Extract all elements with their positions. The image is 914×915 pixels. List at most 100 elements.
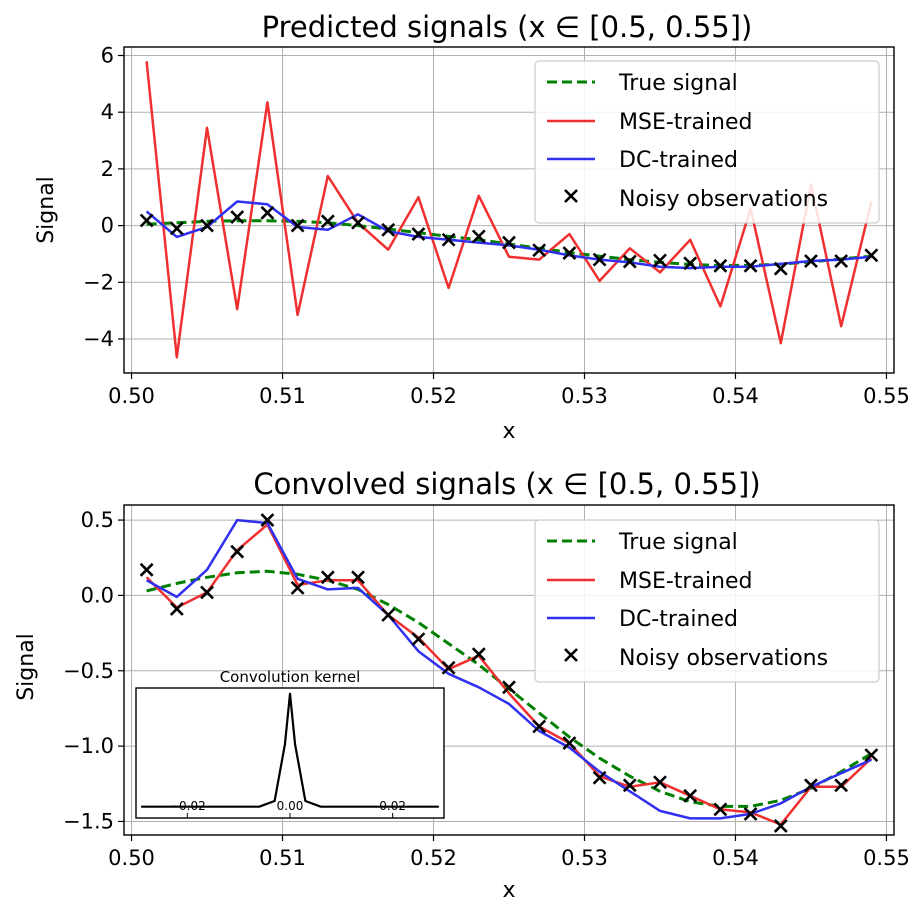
x-tick-label: 0.54 — [712, 384, 759, 408]
x-tick-label: 0.52 — [410, 846, 457, 870]
x-tick-label: 0.51 — [259, 384, 306, 408]
inset-x-tick-label: −0.02 — [169, 799, 206, 813]
noisy-observations-point — [562, 246, 577, 261]
y-axis-label: Signal — [14, 633, 39, 701]
noisy-observations-point — [713, 258, 728, 273]
convolved-signals-panel: Convolved signals (x ∈ [0.5, 0.55]) 0.50… — [14, 467, 910, 903]
noisy-observations-point — [320, 570, 335, 585]
y-tick-label: −0.5 — [63, 659, 114, 683]
noisy-observations-point — [532, 243, 547, 258]
x-tick-label: 0.55 — [863, 384, 910, 408]
noisy-observations-point — [653, 775, 667, 790]
noisy-observations-point — [230, 210, 245, 225]
noisy-observations-point — [169, 221, 184, 236]
noisy-observations-point — [713, 802, 728, 817]
x-tick-label: 0.52 — [410, 384, 457, 408]
noisy-observations-point — [804, 254, 818, 268]
legend-box — [534, 519, 880, 683]
y-tick-label: 4 — [101, 100, 114, 124]
noisy-observations-point — [351, 570, 365, 585]
noisy-observations-point — [864, 248, 879, 263]
noisy-observations-point — [653, 253, 667, 268]
noisy-observations-point — [562, 736, 577, 751]
kernel-line — [141, 692, 439, 808]
noisy-observations-point — [139, 562, 154, 577]
noisy-observations-point — [200, 218, 214, 233]
legend-true-signal-label: True signal — [618, 71, 738, 96]
y-tick-label: −2 — [83, 270, 114, 294]
convolution-kernel-inset: −0.02 0.00 0.02 Convolution kernel — [135, 668, 445, 819]
legend-mse-trained-label: MSE-trained — [619, 110, 753, 135]
panel-title: Predicted signals (x ∈ [0.5, 0.55]) — [262, 10, 753, 44]
inset-x-tick-label: 0.02 — [379, 799, 406, 813]
legend: True signal MSE-trained DC-trained Noisy… — [534, 60, 880, 224]
noisy-observations-point — [351, 215, 365, 230]
legend-noisy-observations-label: Noisy observations — [619, 187, 828, 212]
noisy-observations-point — [200, 585, 214, 600]
panel-title: Convolved signals (x ∈ [0.5, 0.55]) — [253, 467, 760, 501]
y-tick-label: 0.5 — [81, 508, 114, 532]
y-tick-label: 6 — [101, 44, 114, 68]
plot-frame — [123, 46, 895, 374]
legend-true-signal-label: True signal — [618, 530, 738, 555]
y-tick-label: 2 — [101, 157, 114, 181]
x-tick-label: 0.50 — [108, 846, 155, 870]
noisy-observations-point — [411, 227, 426, 242]
inset-x-tick-label: 0.00 — [277, 799, 304, 813]
predicted-signals-panel: Predicted signals (x ∈ [0.5, 0.55]) 0.50… — [34, 10, 910, 444]
noisy-observations-point — [683, 788, 698, 803]
x-axis-label: x — [502, 878, 515, 903]
plot-frame — [123, 504, 895, 836]
noisy-observations-point — [471, 647, 486, 662]
x-tick-label: 0.51 — [259, 846, 306, 870]
x-tick-label: 0.50 — [108, 384, 155, 408]
noisy-observations-point — [532, 719, 547, 734]
noisy-observations-point — [441, 660, 456, 675]
x-tick-label: 0.54 — [712, 846, 759, 870]
x-axis-label: x — [502, 419, 515, 444]
noisy-observations-point — [864, 748, 879, 763]
noisy-observations-point — [230, 544, 245, 559]
noisy-observations-point — [502, 235, 516, 250]
x-tick-label: 0.53 — [561, 846, 608, 870]
legend-dc-trained-label: DC-trained — [619, 148, 738, 173]
inset-background — [136, 688, 444, 818]
legend: True signal MSE-trained DC-trained Noisy… — [534, 519, 880, 683]
noisy-observations-point — [411, 632, 426, 647]
inset-title: Convolution kernel — [220, 668, 361, 686]
noisy-observations-point — [592, 770, 607, 785]
y-axis-label: Signal — [34, 176, 59, 244]
y-tick-label: 0 — [101, 214, 114, 238]
noisy-observations-point — [683, 256, 698, 271]
noisy-observations-point — [381, 222, 396, 237]
noisy-observations-point — [743, 806, 758, 821]
y-tick-label: −4 — [83, 327, 114, 351]
noisy-observations-point — [773, 261, 788, 276]
x-tick-label: 0.53 — [561, 384, 608, 408]
y-tick-label: −1.5 — [63, 809, 114, 833]
x-tick-label: 0.55 — [863, 846, 910, 870]
noisy-observations-point — [260, 205, 275, 220]
noisy-observations-point — [743, 258, 758, 273]
noisy-observations-point — [471, 229, 486, 244]
noisy-observations-point — [834, 778, 849, 793]
legend-noisy-observations-marker — [564, 648, 578, 662]
noisy-observations-point — [622, 254, 637, 269]
legend-box — [534, 60, 880, 224]
noisy-observations-point — [320, 214, 335, 229]
noisy-observations-point — [169, 602, 184, 616]
noisy-observations-point — [804, 778, 818, 793]
noisy-observations-point — [290, 580, 305, 595]
noisy-observations-point — [441, 232, 456, 247]
legend-dc-trained-label: DC-trained — [619, 607, 738, 632]
noisy-observations-point — [834, 254, 849, 268]
noisy-observations-point — [502, 680, 516, 695]
noisy-observations-point — [260, 513, 275, 527]
y-tick-label: 0.0 — [81, 583, 114, 607]
legend-noisy-observations-marker — [564, 189, 578, 203]
noisy-observations-point — [773, 819, 788, 833]
legend-noisy-observations-label: Noisy observations — [619, 646, 828, 671]
noisy-observations-point — [381, 608, 396, 622]
legend-mse-trained-label: MSE-trained — [619, 569, 753, 594]
